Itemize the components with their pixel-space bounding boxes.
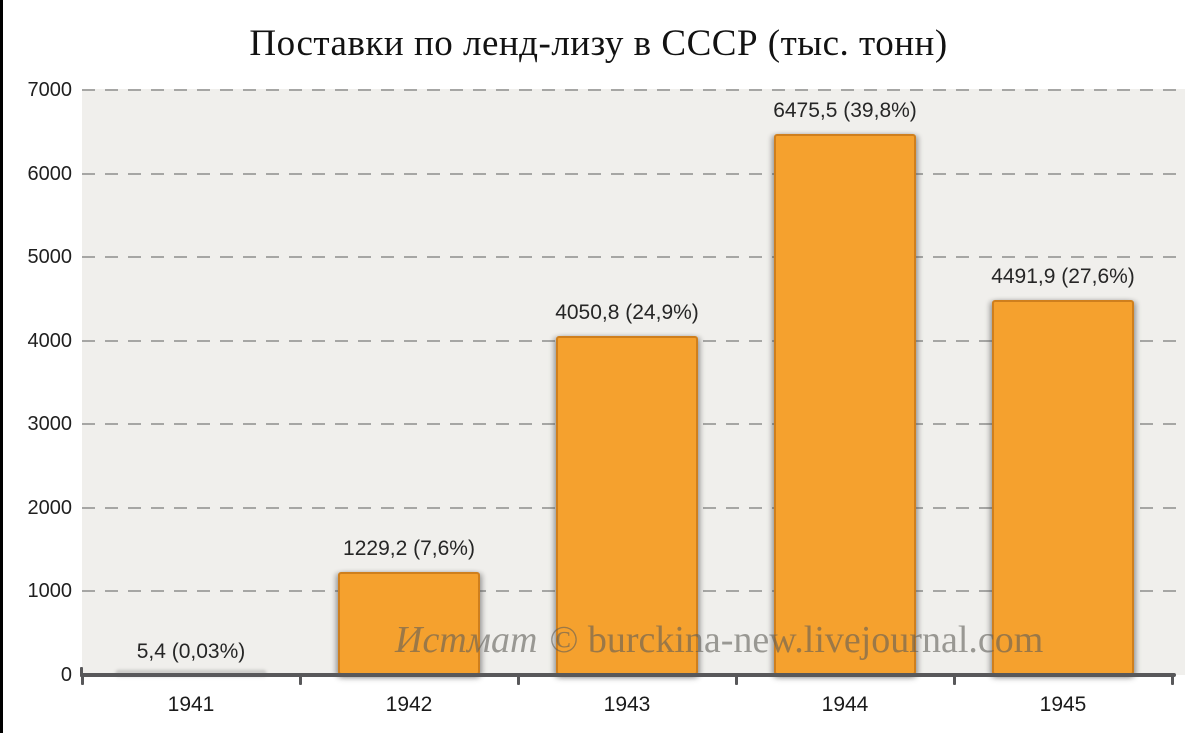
- bar-value-label: 5,4 (0,03%): [136, 639, 246, 663]
- gridline-6000: [82, 172, 1185, 175]
- x-axis-category-label: 1942: [385, 693, 433, 716]
- screen-left-edge: [0, 0, 3, 733]
- x-axis-line: [80, 673, 1176, 677]
- y-axis-tick-label: 7000: [27, 79, 73, 101]
- x-axis-tick: [517, 675, 520, 685]
- x-axis-tick: [1171, 675, 1174, 685]
- watermark-url: © burckina-new.livejournal.com: [549, 619, 1044, 661]
- y-axis-tick-label: 5000: [27, 246, 73, 269]
- x-axis-tick: [81, 675, 84, 685]
- y-axis-tick-label: 6000: [27, 162, 73, 185]
- x-axis-category-label: 1943: [603, 693, 651, 716]
- gridline-7000: [82, 89, 1185, 91]
- bar-value-label: 1229,2 (7,6%): [343, 537, 475, 561]
- bar-1945: [992, 299, 1134, 675]
- watermark-source: Истмат: [395, 619, 538, 661]
- bar-value-label: 6475,5 (39,8%): [773, 98, 917, 122]
- x-axis-category-label: 1945: [1039, 693, 1087, 716]
- watermark: Истмат © burckina-new.livejournal.com: [395, 618, 1165, 662]
- gridline-5000: [82, 256, 1185, 259]
- bar-value-label: 4050,8 (24,9%): [555, 301, 699, 325]
- x-axis-tick: [953, 675, 956, 685]
- bar-1942: [338, 572, 480, 675]
- y-axis-tick-label: 1000: [27, 580, 73, 603]
- y-axis-tick-label: 4000: [27, 329, 73, 352]
- bar-value-label: 4491,9 (27,6%): [991, 264, 1135, 288]
- x-axis-left-cap: [80, 667, 83, 677]
- x-axis-category-label: 1941: [167, 693, 215, 716]
- bar-1944: [774, 133, 916, 675]
- bar-1941: [116, 670, 266, 675]
- x-axis-tick: [735, 675, 738, 685]
- y-axis-tick-label: 2000: [27, 496, 73, 519]
- chart-title: Поставки по ленд-лизу в СССР (тыс. тонн): [249, 23, 948, 64]
- y-axis-tick-label: 0: [60, 664, 72, 686]
- bar-1943: [556, 336, 698, 675]
- x-axis-tick: [299, 675, 302, 685]
- x-axis-category-label: 1944: [821, 693, 869, 716]
- y-axis-tick-label: 3000: [27, 413, 73, 436]
